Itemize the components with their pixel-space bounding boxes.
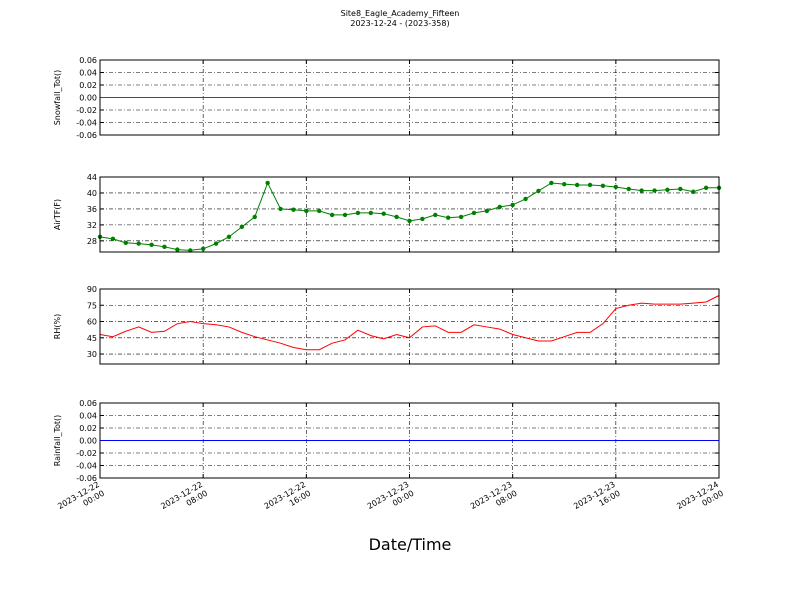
y-tick-label: 0.00 bbox=[79, 437, 97, 446]
y-tick-label: 0.06 bbox=[79, 56, 97, 65]
data-point bbox=[420, 216, 425, 222]
y-tick-label: 36 bbox=[87, 205, 97, 214]
x-tick-label: 2023-12-2316:00 bbox=[572, 480, 622, 520]
chart-title: Site8_Eagle_Academy_Fifteen bbox=[341, 9, 460, 18]
data-point bbox=[213, 241, 219, 246]
data-point bbox=[381, 211, 386, 216]
x-tick-label: 2023-12-2216:00 bbox=[263, 480, 313, 520]
data-point bbox=[407, 218, 412, 224]
data-point bbox=[329, 212, 335, 218]
data-line bbox=[99, 295, 720, 351]
data-point bbox=[239, 224, 245, 230]
y-tick-label: -0.06 bbox=[76, 474, 97, 483]
y-tick-label: 45 bbox=[87, 334, 97, 343]
data-point bbox=[458, 214, 464, 220]
plot-frame bbox=[99, 59, 720, 136]
plot-frame bbox=[99, 176, 720, 253]
y-tick-label: 75 bbox=[87, 301, 97, 310]
data-point bbox=[433, 212, 438, 218]
data-point bbox=[600, 183, 606, 188]
data-point bbox=[317, 208, 322, 214]
data-point bbox=[574, 182, 580, 188]
y-tick-label: 60 bbox=[87, 318, 97, 327]
data-point bbox=[291, 207, 296, 212]
data-point bbox=[691, 189, 696, 194]
data-point bbox=[252, 214, 257, 220]
data-point bbox=[652, 188, 657, 193]
data-point bbox=[562, 181, 567, 187]
data-point bbox=[368, 210, 374, 216]
data-point bbox=[278, 206, 283, 212]
y-tick-label: 44 bbox=[87, 173, 97, 182]
y-tick-label: 28 bbox=[87, 237, 97, 246]
data-point bbox=[665, 187, 670, 192]
plot-frame bbox=[99, 288, 720, 365]
x-tick-label: 2023-12-2400:00 bbox=[675, 480, 725, 520]
data-point bbox=[471, 210, 477, 216]
y-tick-label: 40 bbox=[87, 189, 97, 198]
data-point bbox=[678, 186, 683, 192]
data-point bbox=[626, 186, 631, 192]
data-point bbox=[484, 208, 490, 214]
data-point bbox=[536, 188, 541, 194]
y-tick-label: -0.02 bbox=[76, 449, 97, 458]
data-point bbox=[523, 196, 528, 202]
data-point bbox=[175, 247, 180, 252]
data-point bbox=[497, 204, 502, 210]
chart-subtitle: 2023-12-24 - (2023-358) bbox=[350, 19, 449, 28]
data-point bbox=[639, 188, 644, 193]
data-point bbox=[123, 240, 128, 246]
y-tick-label: 0.06 bbox=[79, 399, 97, 408]
y-tick-label: 0.00 bbox=[79, 94, 97, 103]
data-point bbox=[549, 180, 554, 186]
y-axis-label: Rainfall_Tot() bbox=[53, 415, 62, 467]
x-axis-label: Date/Time bbox=[369, 535, 452, 554]
plot-frame bbox=[99, 402, 720, 479]
data-point bbox=[445, 215, 451, 220]
x-tick-label: 2023-12-2208:00 bbox=[159, 480, 209, 520]
data-point bbox=[110, 236, 116, 242]
y-tick-label: -0.04 bbox=[76, 462, 97, 471]
y-tick-label: 0.02 bbox=[79, 424, 97, 433]
y-axis-label: Snowfall_Tot() bbox=[53, 70, 62, 126]
x-tick-label: 2023-12-2300:00 bbox=[366, 480, 416, 520]
y-tick-label: 32 bbox=[87, 221, 97, 230]
data-point bbox=[200, 246, 206, 252]
y-tick-label: -0.04 bbox=[76, 119, 97, 128]
x-tick-label: 2023-12-2200:00 bbox=[56, 480, 106, 520]
y-tick-label: 0.04 bbox=[79, 412, 97, 421]
data-point bbox=[226, 234, 232, 240]
data-point bbox=[304, 208, 309, 214]
y-tick-label: 90 bbox=[87, 285, 97, 294]
y-tick-label: -0.02 bbox=[76, 106, 97, 115]
data-point bbox=[162, 244, 167, 250]
data-point bbox=[265, 180, 270, 186]
data-point bbox=[510, 202, 515, 208]
data-point bbox=[149, 242, 154, 248]
y-tick-label: 30 bbox=[87, 350, 97, 359]
data-point bbox=[587, 182, 593, 188]
data-point bbox=[703, 185, 709, 190]
data-point bbox=[342, 212, 348, 218]
y-tick-label: 0.02 bbox=[79, 81, 97, 90]
data-point bbox=[136, 241, 141, 246]
y-axis-label: AirTF(F) bbox=[53, 199, 62, 230]
x-tick-label: 2023-12-2308:00 bbox=[469, 480, 519, 520]
data-point bbox=[394, 214, 399, 220]
data-point bbox=[613, 184, 619, 190]
y-axis-label: RH(%) bbox=[53, 314, 62, 339]
y-tick-label: 0.04 bbox=[79, 69, 97, 78]
data-point bbox=[355, 210, 361, 216]
y-tick-label: -0.06 bbox=[76, 131, 97, 140]
